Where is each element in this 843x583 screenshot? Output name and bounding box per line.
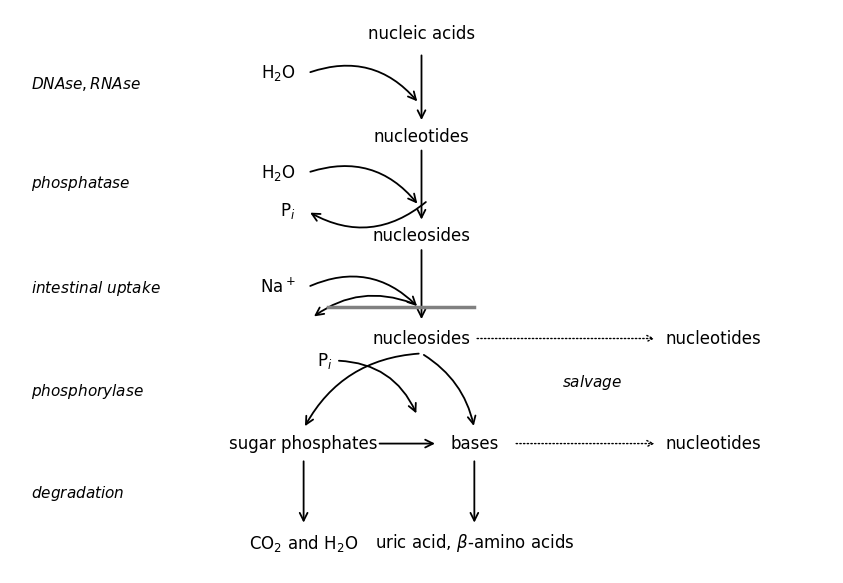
Text: uric acid, $\it{\beta}$-amino acids: uric acid, $\it{\beta}$-amino acids [374, 532, 574, 554]
Text: P$_i$: P$_i$ [280, 201, 296, 222]
Text: nucleic acids: nucleic acids [368, 24, 475, 43]
Text: $\it{degradation}$: $\it{degradation}$ [31, 484, 125, 503]
Text: Na$^+$: Na$^+$ [260, 278, 296, 297]
Text: $\it{intestinal\ uptake}$: $\it{intestinal\ uptake}$ [31, 279, 161, 298]
Text: H$_2$O: H$_2$O [260, 63, 296, 83]
Text: $\it{DNAse, RNAse}$: $\it{DNAse, RNAse}$ [31, 75, 141, 93]
Text: nucleosides: nucleosides [373, 227, 470, 245]
Text: $\it{salvage}$: $\it{salvage}$ [562, 373, 622, 392]
Text: P$_i$: P$_i$ [317, 350, 332, 371]
Text: H$_2$O: H$_2$O [260, 163, 296, 182]
Text: nucleotides: nucleotides [665, 329, 761, 347]
Text: nucleotides: nucleotides [665, 434, 761, 452]
Text: nucleotides: nucleotides [373, 128, 470, 146]
Text: bases: bases [450, 434, 498, 452]
Text: sugar phosphates: sugar phosphates [229, 434, 378, 452]
Text: CO$_2$ and H$_2$O: CO$_2$ and H$_2$O [249, 533, 358, 554]
Text: $\it{phosphorylase}$: $\it{phosphorylase}$ [31, 381, 144, 401]
Text: nucleosides: nucleosides [373, 329, 470, 347]
Text: $\it{phosphatase}$: $\it{phosphatase}$ [31, 174, 131, 193]
